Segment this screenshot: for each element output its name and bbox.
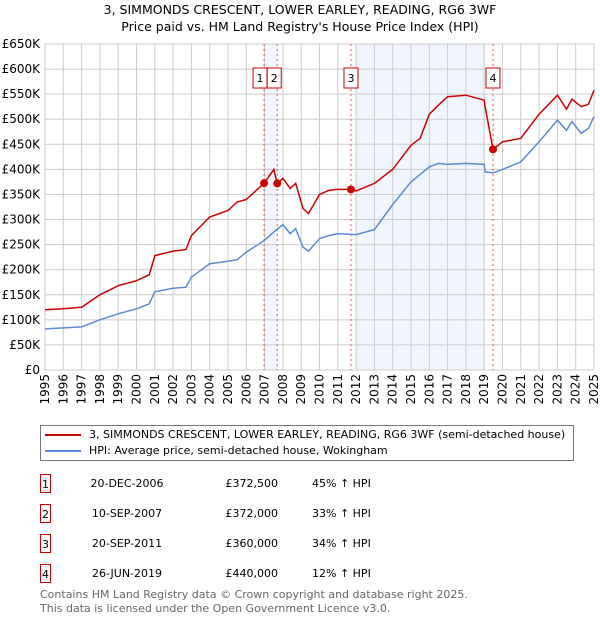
x-tick-label: 2014 [386, 374, 400, 405]
sale-date: 20-SEP-2011 [91, 537, 163, 550]
x-tick-label: 2025 [587, 374, 600, 405]
sale-price: £440,000 [225, 567, 279, 580]
x-tick-label: 2022 [532, 374, 546, 405]
chart-title: 3, SIMMONDS CRESCENT, LOWER EARLEY, READ… [103, 2, 497, 17]
legend-item-hpi: HPI: Average price, semi-detached house,… [45, 443, 565, 459]
x-tick-label: 2001 [148, 374, 162, 405]
x-tick-label: 2020 [496, 374, 510, 405]
x-tick-label: 2005 [221, 374, 235, 405]
x-tick-label: 2011 [331, 374, 345, 405]
sale-marker-number: 3 [347, 72, 354, 85]
legend-label: HPI: Average price, semi-detached house,… [89, 444, 388, 457]
price-chart: £0 £50K £100K £150K £200K £250K £300K £350K £400… [2, 37, 600, 405]
sale-price: £372,500 [225, 477, 279, 490]
x-tick-label: 2021 [514, 374, 528, 405]
x-tick-label: 2006 [239, 374, 253, 405]
footer-copyright: Contains HM Land Registry data © Crown c… [40, 588, 468, 601]
hpi-change: 12% ↑ HPI [312, 567, 371, 580]
sale-point [260, 179, 269, 188]
sale-point [346, 185, 355, 194]
sale-marker-number: 2 [271, 72, 278, 85]
legend: 3, SIMMONDS CRESCENT, LOWER EARLEY, READ… [40, 425, 575, 461]
sale-number-badge: 4 [40, 564, 51, 583]
shaded-period [264, 44, 278, 370]
y-tick-label: £600K [2, 62, 42, 76]
sale-point [273, 179, 282, 188]
y-tick-label: £100K [2, 313, 42, 327]
legend-blue-line [45, 450, 81, 452]
x-tick-label: 1995 [38, 374, 52, 405]
x-tick-label: 2016 [422, 374, 436, 405]
hpi-change: 34% ↑ HPI [312, 537, 371, 550]
y-tick-label: £0 [25, 363, 40, 377]
x-tick-label: 1997 [75, 374, 89, 405]
legend-label: 3, SIMMONDS CRESCENT, LOWER EARLEY, READ… [89, 428, 566, 441]
sale-number-badge: 1 [40, 474, 51, 493]
sale-date: 26-JUN-2019 [91, 567, 163, 580]
legend-item-property: 3, SIMMONDS CRESCENT, LOWER EARLEY, READ… [45, 427, 565, 443]
property-price-line [44, 89, 595, 311]
y-tick-label: £50K [9, 338, 41, 352]
x-tick-label: 2015 [404, 374, 418, 405]
table-row: 4 26-JUN-2019 £440,000 12% ↑ HPI [40, 564, 440, 584]
table-row: 3 20-SEP-2011 £360,000 34% ↑ HPI [40, 534, 440, 554]
x-tick-label: 2004 [203, 374, 217, 405]
x-tick-label: 2013 [367, 374, 381, 405]
y-tick-label: £350K [2, 187, 42, 201]
x-tick-label: 2018 [459, 374, 473, 405]
y-tick-label: £250K [2, 238, 42, 252]
x-tick-label: 2008 [276, 374, 290, 405]
x-tick-label: 1998 [93, 374, 107, 405]
sale-date: 10-SEP-2007 [91, 507, 163, 520]
sale-price: £360,000 [225, 537, 279, 550]
sale-number-badge: 3 [40, 534, 51, 553]
sale-number-badge: 2 [40, 504, 51, 523]
x-tick-label: 2023 [550, 374, 564, 405]
sale-marker-number: 1 [257, 72, 264, 85]
plot-frame [44, 43, 595, 371]
sale-marker-box [485, 67, 501, 89]
legend-red-line [45, 434, 81, 436]
sale-price: £372,000 [225, 507, 279, 520]
y-tick-label: £550K [2, 87, 42, 101]
sale-marker-box [343, 67, 359, 89]
hpi-change: 33% ↑ HPI [312, 507, 371, 520]
x-tick-label: 1996 [56, 374, 70, 405]
chart-subtitle: Price paid vs. HM Land Registry's House … [121, 19, 479, 34]
x-tick-label: 1999 [111, 374, 125, 405]
table-row: 1 20-DEC-2006 £372,500 45% ↑ HPI [40, 474, 440, 494]
footer-licence: This data is licensed under the Open Gov… [40, 602, 391, 615]
sale-marker-box [266, 67, 282, 89]
sale-date: 20-DEC-2006 [90, 477, 164, 490]
shaded-period [356, 44, 486, 370]
y-tick-label: £500K [2, 112, 42, 126]
hpi-change: 45% ↑ HPI [312, 477, 371, 490]
y-tick-label: £150K [2, 288, 42, 302]
x-tick-label: 2019 [477, 374, 491, 405]
y-tick-label: £400K [2, 162, 42, 176]
x-tick-label: 2024 [569, 374, 583, 405]
y-tick-label: £450K [2, 137, 42, 151]
y-tick-label: £300K [2, 213, 42, 227]
x-tick-label: 2017 [441, 374, 455, 405]
x-tick-label: 2007 [258, 374, 272, 405]
x-tick-label: 2009 [294, 374, 308, 405]
x-tick-label: 2012 [349, 374, 363, 405]
sale-point [488, 145, 497, 154]
y-tick-label: £200K [2, 263, 42, 277]
y-tick-label: £650K [2, 37, 42, 51]
hpi-line [44, 116, 595, 330]
x-tick-label: 2002 [166, 374, 180, 405]
x-tick-label: 2003 [184, 374, 198, 405]
sale-marker-number: 4 [489, 72, 496, 85]
table-row: 2 10-SEP-2007 £372,000 33% ↑ HPI [40, 504, 440, 524]
x-tick-label: 2000 [130, 374, 144, 405]
x-tick-label: 2010 [313, 374, 327, 405]
